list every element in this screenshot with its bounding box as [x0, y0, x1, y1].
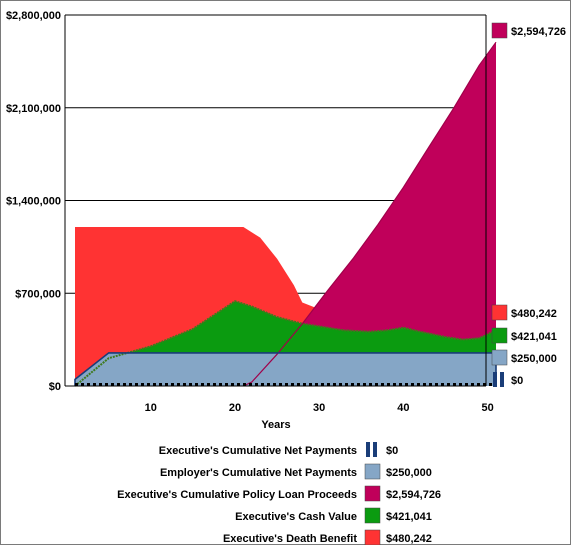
legend-value-executive-s-cash-value: $421,041	[386, 511, 432, 523]
x-tick-label: 40	[397, 402, 409, 414]
x-tick-labels: 10 20 30 40 50	[145, 402, 494, 414]
swatch-legend-executive-s-cash-value	[364, 507, 381, 524]
y-tick-label: $0	[49, 381, 61, 393]
area-executive-s-cumulative-policy-loan-proceeds	[75, 42, 496, 386]
swatch-executive-s-cumulative-policy-loan-proceeds	[491, 22, 508, 39]
legend-label-executive-s-death-benefit: Executive's Death Benefit	[223, 533, 357, 545]
legend-label-employer-s-cumulative-net-payments: Employer's Cumulative Net Payments	[160, 467, 357, 479]
swatch-legend-executive-s-cumulative-net-payments-b	[373, 442, 377, 457]
x-tick-label: 10	[145, 402, 157, 414]
swatch-legend-executive-s-cumulative-net-payments	[366, 442, 370, 457]
x-tick-label: 50	[481, 402, 493, 414]
end-label-executive-s-cumulative-net-payments: $0	[511, 375, 523, 387]
swatch-legend-executive-s-death-benefit	[364, 529, 381, 545]
axes	[64, 15, 487, 387]
legend-value-employer-s-cumulative-net-payments: $250,000	[386, 467, 432, 479]
swatch-executive-s-cumulative-net-payments-b	[500, 372, 504, 387]
end-label-employer-s-cumulative-net-payments: $250,000	[511, 353, 557, 365]
legend-value-executive-s-death-benefit: $480,242	[386, 533, 432, 545]
swatch-legend-employer-s-cumulative-net-payments	[364, 463, 381, 480]
end-label-executive-s-cash-value: $421,041	[511, 331, 557, 343]
legend-label-executive-s-cumulative-net-payments: Executive's Cumulative Net Payments	[159, 445, 357, 457]
series-end-labels: $2,594,726 $480,242 $421,041 $250,000 $0	[491, 22, 566, 387]
swatch-legend-executive-s-cumulative-policy-loan-proceeds	[364, 485, 381, 502]
y-tick-label: $700,000	[15, 288, 61, 300]
legend-label-executive-s-cash-value: Executive's Cash Value	[235, 511, 357, 523]
swatch-executive-s-death-benefit	[491, 304, 508, 321]
series-areas	[74, 41, 497, 387]
legend-value-executive-s-cumulative-policy-loan-proceeds: $2,594,726	[386, 489, 441, 501]
x-axis-label: Years	[261, 419, 290, 431]
end-label-executive-s-death-benefit: $480,242	[511, 308, 557, 320]
y-tick-label: $2,800,000	[6, 10, 61, 22]
swatch-employer-s-cumulative-net-payments	[491, 349, 508, 366]
y-tick-labels: $0 $700,000 $1,400,000 $2,100,000 $2,800,000	[6, 10, 61, 393]
legend: Executive's Cumulative Net Payments $0 Emp…	[117, 442, 441, 545]
legend-label-executive-s-cumulative-policy-loan-proceeds: Executive's Cumulative Policy Loan Proce…	[117, 489, 357, 501]
line-executive-s-cumulative-policy-loan-proceeds	[243, 41, 497, 387]
end-label-executive-s-cumulative-policy-loan-proceeds: $2,594,726	[511, 26, 566, 38]
area-employer-s-cumulative-net-payments	[75, 352, 496, 386]
x-tick-label: 30	[313, 402, 325, 414]
line-executive-s-cash-value	[74, 300, 497, 387]
legend-value-executive-s-cumulative-net-payments: $0	[386, 445, 398, 457]
y-tick-label: $1,400,000	[6, 196, 61, 208]
y-tick-label: $2,100,000	[6, 103, 61, 115]
x-tick-label: 20	[229, 402, 241, 414]
swatch-executive-s-cash-value	[491, 327, 508, 344]
swatch-executive-s-cumulative-net-payments	[493, 372, 497, 387]
